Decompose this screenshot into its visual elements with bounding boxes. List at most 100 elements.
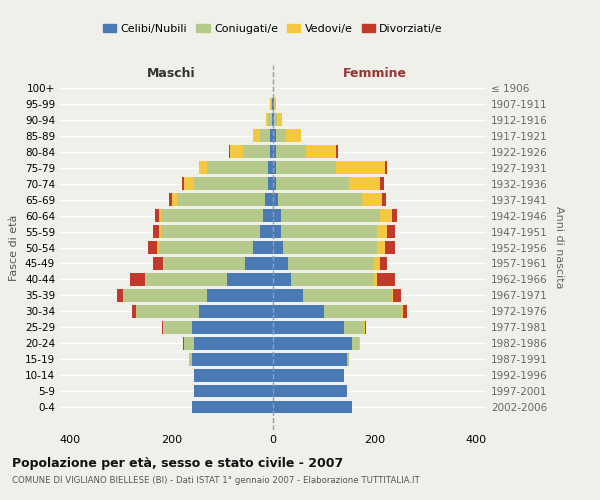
Bar bbox=[277, 114, 281, 126]
Bar bbox=[380, 209, 392, 222]
Bar bbox=[273, 146, 275, 158]
Bar bbox=[288, 257, 374, 270]
Bar bbox=[273, 114, 274, 126]
Bar bbox=[273, 305, 324, 318]
Bar bbox=[275, 162, 337, 174]
Bar bbox=[275, 178, 349, 190]
Bar bbox=[278, 194, 362, 206]
Bar bbox=[172, 194, 176, 206]
Bar bbox=[349, 178, 380, 190]
Bar bbox=[385, 162, 387, 174]
Bar bbox=[192, 321, 273, 334]
Bar bbox=[273, 321, 344, 334]
Bar bbox=[304, 289, 392, 302]
Legend: Celibi/Nubili, Coniugati/e, Vedovi/e, Divorziati/e: Celibi/Nubili, Coniugati/e, Vedovi/e, Di… bbox=[98, 20, 448, 38]
Y-axis label: Anni di nascita: Anni di nascita bbox=[554, 206, 564, 289]
Bar bbox=[230, 146, 242, 158]
Bar bbox=[161, 225, 260, 238]
Bar bbox=[380, 257, 387, 270]
Bar bbox=[273, 162, 275, 174]
Bar bbox=[207, 162, 268, 174]
Bar bbox=[192, 400, 273, 413]
Bar bbox=[347, 353, 349, 366]
Bar bbox=[169, 194, 172, 206]
Bar bbox=[190, 353, 192, 366]
Bar bbox=[283, 241, 377, 254]
Bar bbox=[207, 289, 273, 302]
Bar bbox=[145, 273, 146, 286]
Bar bbox=[352, 337, 359, 349]
Bar bbox=[382, 194, 386, 206]
Bar bbox=[159, 241, 253, 254]
Bar bbox=[194, 384, 273, 398]
Bar bbox=[253, 241, 273, 254]
Bar bbox=[337, 146, 338, 158]
Bar bbox=[131, 305, 136, 318]
Bar bbox=[194, 178, 268, 190]
Bar bbox=[337, 162, 385, 174]
Bar bbox=[117, 289, 123, 302]
Bar bbox=[271, 146, 273, 158]
Bar bbox=[245, 257, 273, 270]
Bar bbox=[242, 146, 271, 158]
Bar bbox=[344, 321, 364, 334]
Bar bbox=[273, 368, 344, 382]
Bar bbox=[182, 178, 184, 190]
Bar bbox=[274, 98, 275, 110]
Text: Maschi: Maschi bbox=[147, 67, 196, 80]
Bar bbox=[163, 257, 164, 270]
Bar bbox=[275, 130, 286, 142]
Bar bbox=[392, 289, 393, 302]
Bar bbox=[161, 209, 263, 222]
Bar bbox=[281, 225, 377, 238]
Bar bbox=[136, 305, 199, 318]
Bar bbox=[266, 114, 268, 126]
Bar bbox=[271, 130, 273, 142]
Bar bbox=[184, 337, 194, 349]
Bar bbox=[164, 257, 245, 270]
Bar bbox=[148, 241, 157, 254]
Bar bbox=[273, 225, 281, 238]
Bar bbox=[163, 321, 164, 334]
Bar bbox=[364, 321, 365, 334]
Bar bbox=[268, 114, 272, 126]
Text: COMUNE DI VIGLIANO BIELLESE (BI) - Dati ISTAT 1° gennaio 2007 - Elaborazione TUT: COMUNE DI VIGLIANO BIELLESE (BI) - Dati … bbox=[12, 476, 420, 485]
Bar bbox=[273, 337, 352, 349]
Text: Popolazione per età, sesso e stato civile - 2007: Popolazione per età, sesso e stato civil… bbox=[12, 458, 343, 470]
Bar bbox=[153, 225, 159, 238]
Bar bbox=[273, 241, 283, 254]
Bar bbox=[286, 130, 301, 142]
Bar bbox=[273, 353, 347, 366]
Bar bbox=[199, 162, 207, 174]
Bar bbox=[377, 225, 387, 238]
Bar bbox=[380, 178, 383, 190]
Bar bbox=[229, 146, 230, 158]
Bar bbox=[273, 273, 291, 286]
Bar bbox=[374, 257, 380, 270]
Bar bbox=[146, 273, 227, 286]
Bar bbox=[275, 146, 306, 158]
Bar bbox=[268, 162, 273, 174]
Bar bbox=[194, 368, 273, 382]
Bar bbox=[155, 209, 159, 222]
Bar bbox=[124, 289, 207, 302]
Bar bbox=[159, 209, 161, 222]
Bar bbox=[153, 257, 163, 270]
Bar bbox=[273, 194, 278, 206]
Bar bbox=[306, 146, 337, 158]
Bar bbox=[393, 289, 401, 302]
Bar bbox=[387, 225, 395, 238]
Bar bbox=[273, 178, 275, 190]
Y-axis label: Fasce di età: Fasce di età bbox=[10, 214, 19, 280]
Bar bbox=[272, 114, 273, 126]
Bar bbox=[176, 194, 265, 206]
Bar bbox=[273, 400, 352, 413]
Bar bbox=[403, 305, 407, 318]
Bar bbox=[265, 194, 273, 206]
Bar bbox=[273, 384, 347, 398]
Bar bbox=[184, 178, 194, 190]
Bar bbox=[159, 225, 161, 238]
Bar bbox=[392, 209, 397, 222]
Bar bbox=[260, 130, 271, 142]
Bar bbox=[260, 225, 273, 238]
